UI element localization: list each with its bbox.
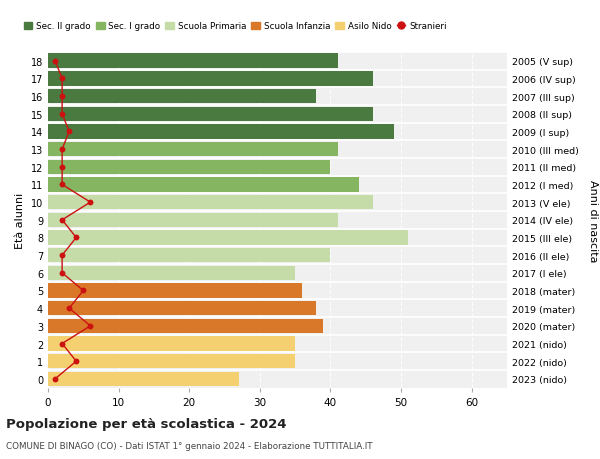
Text: COMUNE DI BINAGO (CO) - Dati ISTAT 1° gennaio 2024 - Elaborazione TUTTITALIA.IT: COMUNE DI BINAGO (CO) - Dati ISTAT 1° ge… [6,441,373,450]
Point [64,129,74,136]
Legend: Sec. II grado, Sec. I grado, Scuola Primaria, Scuola Infanzia, Asilo Nido, Stran: Sec. II grado, Sec. I grado, Scuola Prim… [20,19,450,34]
Bar [48,301,316,316]
Bar [48,319,323,333]
Bar [48,125,394,140]
Point [71,234,81,241]
Bar [48,213,338,228]
Point [86,199,95,207]
Bar [48,372,239,386]
Bar [48,231,408,245]
Bar [48,196,373,210]
Point [79,287,88,295]
Text: Popolazione per età scolastica - 2024: Popolazione per età scolastica - 2024 [6,417,287,430]
Point [58,76,67,83]
Bar [48,54,338,69]
Point [58,340,67,347]
Bar [48,160,331,174]
Y-axis label: Età alunni: Età alunni [15,192,25,248]
Bar [48,266,295,280]
Bar [48,178,359,192]
Point [58,93,67,101]
Bar [48,72,373,86]
Point [58,217,67,224]
Bar [48,143,338,157]
Point [58,181,67,189]
Bar [48,284,302,298]
Point [58,269,67,277]
Point [58,146,67,153]
Point [86,323,95,330]
Bar [48,354,295,369]
Point [58,252,67,259]
Point [71,358,81,365]
Point [58,164,67,171]
Point [50,375,60,383]
Bar [48,336,295,351]
Point [58,111,67,118]
Point [50,58,60,65]
Point [64,305,74,312]
Y-axis label: Anni di nascita: Anni di nascita [588,179,598,262]
Bar [48,248,331,263]
Bar [48,107,373,122]
Bar [48,90,316,104]
